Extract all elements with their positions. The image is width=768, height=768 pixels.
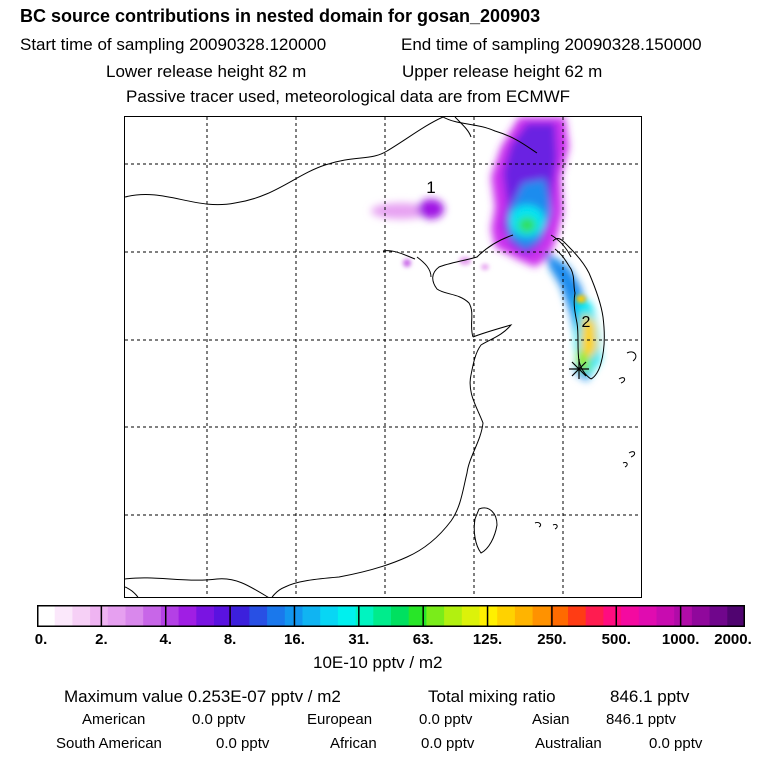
colorbar-tick-label: 1000.	[661, 631, 700, 648]
colorbar-tick-label: 4.	[159, 631, 172, 648]
colorbar-cell	[231, 605, 250, 627]
colorbar-cell	[355, 605, 374, 627]
map-panel: 1 2	[124, 116, 642, 598]
colorbar-tick-label: 8.	[223, 631, 237, 648]
colorbar-cell	[709, 605, 728, 627]
region-asian-name: Asian	[532, 711, 570, 728]
mongolia-border	[125, 117, 444, 206]
hainan	[125, 586, 139, 597]
region-african-value: 0.0 pptv	[421, 735, 475, 752]
guangdong-coast	[125, 577, 269, 597]
colorbar-cell	[638, 605, 657, 627]
colorbar-cell	[568, 605, 587, 627]
shandong	[470, 324, 513, 376]
region-south-american-name: South American	[56, 735, 162, 752]
lower-release-label: Lower release height 82 m	[106, 62, 307, 81]
colorbar-cell	[302, 605, 321, 627]
korea-hotspot-yellow	[578, 296, 584, 302]
colorbar-cell	[267, 605, 286, 627]
colorbar-tick-label: 0.	[34, 631, 48, 648]
end-time-label: End time of sampling 20090328.150000	[401, 35, 702, 54]
colorbar-cell	[320, 605, 339, 627]
upper-release-label: Upper release height 62 m	[402, 62, 603, 81]
graticule	[125, 117, 641, 597]
colorbar-tick-label: 125.	[472, 631, 503, 648]
colorbar-cell	[337, 605, 357, 627]
region-australian-name: Australian	[535, 735, 602, 752]
total-mixing-label: Total mixing ratio	[428, 687, 556, 706]
colorbar-cell	[514, 605, 534, 627]
colorbar-cell	[249, 605, 268, 627]
colorbar-tick-label: 250.	[537, 631, 567, 648]
colorbar-tick-label: 2.	[95, 631, 108, 648]
colorbar-cell	[585, 605, 604, 627]
bohai-coast	[432, 234, 514, 338]
inner-land-border	[382, 250, 432, 278]
plume-green	[518, 217, 536, 233]
korea-plume-yellow	[581, 313, 597, 363]
start-time-label: Start time of sampling 20090328.120000	[20, 35, 327, 54]
colorbar-cell	[107, 605, 126, 627]
max-value-label: Maximum value 0.253E-07 pptv / m2	[64, 687, 341, 706]
region-european-value: 0.0 pptv	[419, 711, 473, 728]
colorbar-cell	[196, 605, 215, 627]
ne-border	[454, 117, 472, 138]
source-2-core	[418, 199, 444, 219]
colorbar-cell	[178, 605, 197, 627]
colorbar-cell	[143, 605, 162, 627]
colorbar-cell	[727, 605, 745, 627]
source-marker-2: 1	[426, 178, 435, 197]
colorbar	[37, 605, 745, 627]
region-european-name: European	[307, 711, 373, 728]
colorbar-tick-label: 500.	[601, 631, 631, 648]
colorbar-tick-label: 31.	[348, 631, 370, 648]
region-australian-value: 0.0 pptv	[649, 735, 703, 752]
colorbar-cell	[603, 605, 622, 627]
receptor-star-icon	[569, 359, 589, 379]
colorbar-cell	[444, 605, 463, 627]
colorbar-cell	[408, 605, 427, 627]
colorbar-cell	[461, 605, 480, 627]
colorbar-tick-label: 2000.	[714, 631, 752, 648]
colorbar-cell	[54, 605, 73, 627]
colorbar-tick-label: 63.	[412, 631, 434, 648]
taiwan	[473, 507, 498, 554]
region-american-name: American	[82, 711, 146, 728]
east-china-coast	[271, 374, 484, 597]
colorbar-unit: 10E-10 pptv / m2	[313, 653, 443, 672]
source-2-light	[371, 203, 431, 219]
region-asian-value: 846.1 pptv	[606, 711, 677, 728]
colorbar-cell	[160, 605, 180, 627]
colorbar-cell	[214, 605, 233, 627]
region-african-name: African	[330, 735, 377, 752]
region-south-american-value: 0.0 pptv	[216, 735, 270, 752]
colorbar-cell	[479, 605, 498, 627]
colorbar-cell	[391, 605, 410, 627]
small-blob-3	[481, 264, 489, 270]
colorbar-cell	[125, 605, 144, 627]
colorbar-cell	[426, 605, 445, 627]
colorbar-cell	[674, 605, 693, 627]
chart-title: BC source contributions in nested domain…	[20, 6, 541, 26]
colorbar-cell	[691, 605, 711, 627]
korea-east	[552, 238, 605, 380]
japan-islands	[534, 351, 637, 530]
source-marker-1: 2	[582, 314, 591, 331]
colorbar-cell	[656, 605, 675, 627]
colorbar-cell	[532, 605, 551, 627]
colorbar-cell	[373, 605, 392, 627]
colorbar-border	[37, 605, 745, 627]
map-svg: 1 2	[125, 117, 641, 597]
small-blob-1	[403, 259, 411, 267]
colorbar-cell	[90, 605, 109, 627]
colorbar-cell	[621, 605, 640, 627]
colorbar-tick-label: 16.	[284, 631, 305, 648]
total-mixing-value: 846.1 pptv	[610, 687, 690, 706]
colorbar-cell	[550, 605, 569, 627]
region-american-value: 0.0 pptv	[192, 711, 246, 728]
colorbar-cell	[497, 605, 516, 627]
colorbar-cell	[72, 605, 91, 627]
tracer-note: Passive tracer used, meteorological data…	[126, 87, 571, 106]
colorbar-cell	[37, 605, 56, 627]
